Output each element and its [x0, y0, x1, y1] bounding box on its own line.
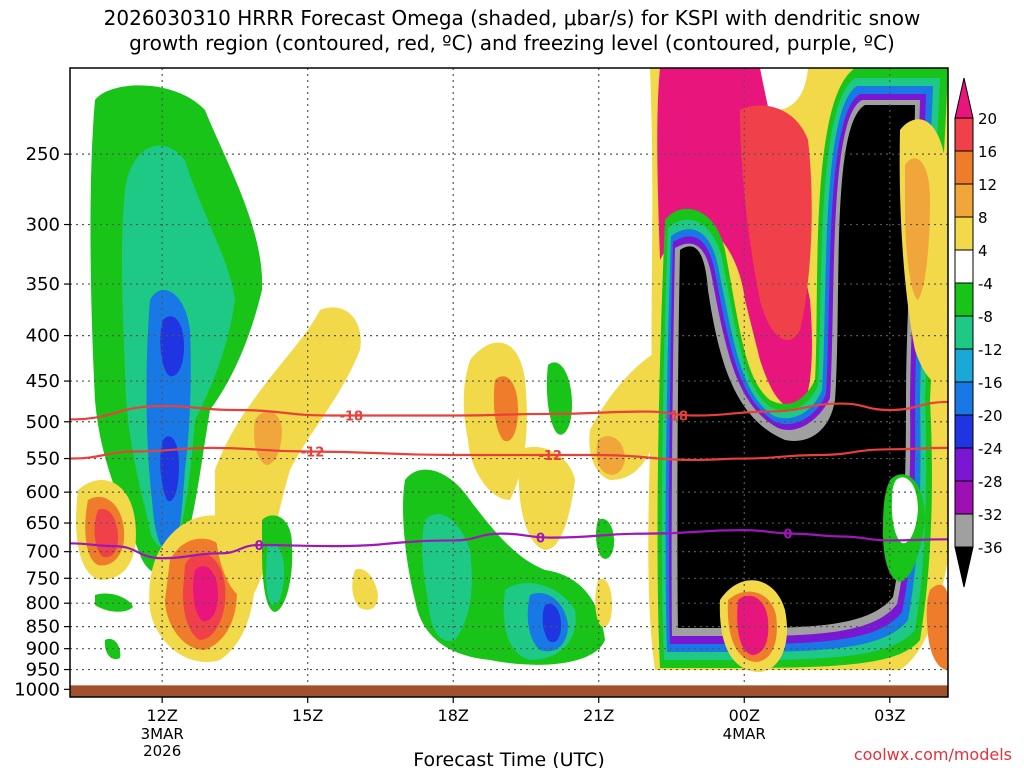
plot-frame: [69, 67, 949, 698]
colorbar-swatch: [954, 381, 974, 416]
y-tick-label: 550: [26, 449, 60, 470]
colorbar-label: -24: [978, 440, 1003, 458]
contour-label: -12: [538, 449, 562, 464]
contour-line-freezing: [69, 529, 949, 560]
contour-label: -12: [301, 445, 325, 460]
y-tick-label: 300: [26, 215, 60, 236]
colorbar-label: 4: [978, 242, 988, 260]
omega-area-yellow-small-7: [595, 578, 612, 627]
chart-title: 2026030310 HRRR Forecast Omega (shaded, …: [103, 6, 921, 55]
y-tick-label: 900: [26, 639, 60, 660]
omega-area-center-yellow-2: [518, 446, 575, 550]
x-tick-sublabel: 2026: [143, 742, 181, 760]
colorbar-label: -12: [978, 341, 1003, 359]
omega-area-mid-yellow-1: [215, 307, 361, 600]
colorbar-swatch: [954, 414, 974, 449]
colorbar-label: 12: [978, 176, 997, 194]
omega-area-upper-left-darkblue-1: [160, 316, 185, 377]
colorbar-swatch: [954, 348, 974, 383]
credit-text[interactable]: coolwx.com/models: [853, 745, 1012, 764]
omega-area-center-teal: [422, 514, 472, 641]
colorbar-label: -32: [978, 506, 1003, 524]
x-tick-label: 18Z: [438, 706, 469, 725]
colorbar-label: 8: [978, 209, 988, 227]
colorbar-label: -36: [978, 539, 1003, 557]
omega-area-right-black-left: [677, 105, 915, 628]
contour-label: -18: [665, 410, 689, 425]
colorbar-swatch: [954, 216, 974, 251]
x-tick-label: 00Z: [729, 706, 760, 725]
omega-area-right-red: [740, 105, 812, 340]
omega-area-right-far-bottom: [926, 584, 948, 670]
colorbar-bottom-arrow: [954, 546, 974, 588]
colorbar-swatch: [954, 117, 974, 152]
colorbar-swatch: [954, 282, 974, 317]
omega-area-upper-left-darkblue-2: [160, 436, 180, 502]
colorbar-swatch: [954, 315, 974, 350]
colorbar-swatch: [954, 447, 974, 482]
y-tick-label: 1000: [14, 679, 60, 700]
x-tick-sublabel: 4MAR: [723, 725, 766, 743]
omega-area-green-small-4: [595, 518, 615, 559]
omega-area-right-far-orange: [905, 158, 930, 300]
y-tick-label: 450: [26, 371, 60, 392]
contour-label: 0: [536, 532, 545, 547]
omega-area-center-darkblue: [542, 603, 562, 643]
omega-area-yellow-small-2: [352, 568, 378, 610]
ground-band: [70, 685, 948, 697]
x-tick-sublabel: 3MAR: [141, 725, 184, 743]
colorbar-label: -20: [978, 407, 1003, 425]
y-tick-label: 800: [26, 593, 60, 614]
y-tick-label: 950: [26, 660, 60, 681]
colorbar-label: -8: [978, 308, 993, 326]
y-tick-label: 350: [26, 274, 60, 295]
colorbar-swatch: [954, 480, 974, 515]
omega-area-right-bottom-pink: [737, 595, 769, 655]
contour-label: 0: [255, 539, 264, 554]
omega-area-center-orange-1: [493, 376, 518, 442]
omega-area-teal-small-1: [266, 543, 285, 605]
contour-line-dendritic: [69, 446, 949, 462]
colorbar-swatch: [954, 150, 974, 185]
colorbar-label: -16: [978, 374, 1003, 392]
omega-area-right-black-notch: [678, 470, 882, 628]
contour-line-dendritic: [69, 400, 949, 421]
y-tick-label: 500: [26, 412, 60, 433]
y-tick-label: 250: [26, 144, 60, 165]
colorbar-swatch: [954, 183, 974, 218]
y-tick-label: 750: [26, 568, 60, 589]
x-tick-label: 03Z: [874, 706, 905, 725]
y-tick-label: 700: [26, 542, 60, 563]
colorbar-label: 16: [978, 143, 997, 161]
colorbar-swatch: [954, 249, 974, 284]
colorbar-top-arrow: [954, 77, 974, 119]
colorbar-label: -4: [978, 275, 993, 293]
colorbar-swatch: [954, 513, 974, 548]
omega-area-right-hole-white: [891, 477, 918, 544]
colorbar-label: -28: [978, 473, 1003, 491]
gridlines: [70, 68, 948, 686]
omega-area-green-small-3: [546, 362, 572, 435]
x-tick-label: 12Z: [147, 706, 178, 725]
contour-label: 0: [783, 528, 792, 543]
y-tick-label: 400: [26, 326, 60, 347]
contour-label: -18: [340, 410, 364, 425]
x-axis-title: Forecast Time (UTC): [413, 749, 604, 768]
x-tick-label: 15Z: [292, 706, 323, 725]
y-tick-label: 600: [26, 482, 60, 503]
colorbar-label: 20: [978, 110, 997, 128]
omega-area-lower-center-pink: [193, 566, 218, 622]
x-tick-label: 21Z: [583, 706, 614, 725]
y-tick-label: 850: [26, 617, 60, 638]
y-tick-label: 650: [26, 513, 60, 534]
